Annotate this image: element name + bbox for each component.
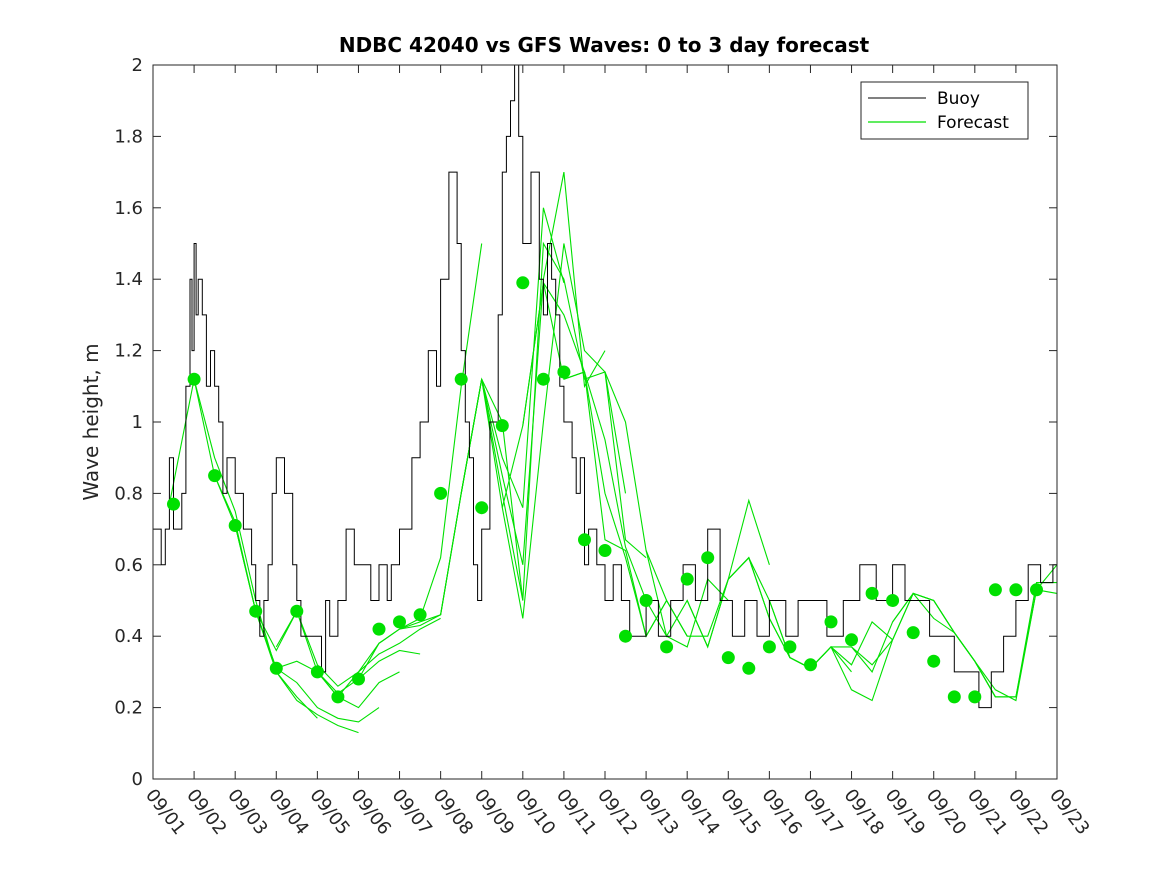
- forecast-point-37: [927, 654, 941, 668]
- y-tick-label-3: 0.6: [114, 555, 143, 576]
- forecast-point-32: [824, 615, 838, 629]
- legend: Buoy Forecast: [860, 81, 1029, 140]
- chart-title: NDBC 42040 vs GFS Waves: 0 to 3 day fore…: [339, 33, 870, 57]
- forecast-point-30: [783, 640, 797, 654]
- forecast-point-2: [208, 469, 222, 483]
- forecast-point-6: [290, 604, 304, 618]
- forecast-point-23: [639, 594, 653, 607]
- buoy-line: [153, 64, 1057, 709]
- forecast-point-16: [495, 419, 509, 433]
- forecast-point-34: [865, 586, 879, 600]
- legend-buoy-label: Buoy: [937, 89, 980, 109]
- forecast-point-38: [947, 690, 961, 704]
- forecast-point-11: [393, 615, 406, 629]
- forecast-point-14: [454, 372, 468, 386]
- forecast-point-29: [762, 640, 776, 654]
- forecast-point-22: [619, 629, 632, 643]
- y-axis-label: Wave height, m: [79, 343, 103, 500]
- forecast-point-24: [660, 640, 674, 654]
- forecast-point-13: [434, 486, 448, 500]
- forecast-point-0: [167, 497, 180, 511]
- forecast-point-4: [249, 604, 263, 618]
- forecast-point-42: [1030, 583, 1043, 597]
- forecast-point-20: [578, 533, 591, 547]
- forecast-point-9: [352, 672, 365, 686]
- forecast-point-31: [804, 658, 817, 672]
- forecast-run-line-10: [460, 241, 627, 601]
- forecast-point-41: [1009, 583, 1023, 597]
- y-tick-label-7: 1.4: [114, 269, 143, 290]
- forecast-point-15: [475, 501, 489, 515]
- y-tick-label-5: 1: [132, 412, 143, 433]
- y-tick-label-6: 1.2: [114, 341, 143, 362]
- forecast-point-26: [701, 551, 715, 565]
- forecast-point-27: [721, 651, 735, 665]
- forecast-point-17: [516, 276, 530, 290]
- forecast-point-40: [988, 583, 1002, 597]
- y-tick-label-10: 2: [132, 55, 143, 76]
- plot-background: [153, 65, 1057, 779]
- forecast-point-3: [228, 519, 242, 532]
- forecast-point-19: [557, 365, 571, 379]
- forecast-point-18: [536, 372, 550, 386]
- forecast-point-35: [886, 594, 900, 607]
- y-tick-label-2: 0.4: [114, 626, 143, 647]
- forecast-run-line-13: [522, 282, 688, 638]
- forecast-point-39: [968, 690, 982, 704]
- plot-area: 00.20.40.60.811.21.41.61.8209/0109/0209/…: [114, 55, 1093, 839]
- forecast-point-21: [598, 544, 612, 557]
- forecast-run-line-11: [481, 243, 647, 619]
- forecast-run-line-15: [604, 371, 770, 637]
- forecast-point-28: [742, 661, 756, 675]
- forecast-point-12: [413, 608, 427, 622]
- forecast-point-7: [310, 665, 324, 679]
- forecast-point-5: [269, 661, 283, 675]
- forecast-point-10: [372, 622, 386, 636]
- y-tick-label-9: 1.8: [114, 126, 143, 147]
- y-tick-label-4: 0.8: [114, 483, 143, 504]
- forecast-run-line-0: [168, 379, 318, 719]
- y-tick-label-0: 0: [132, 769, 143, 790]
- y-tick-label-1: 0.2: [114, 698, 143, 719]
- legend-forecast-label: Forecast: [937, 113, 1009, 133]
- y-tick-label-8: 1.6: [114, 198, 143, 219]
- legend-box: [860, 81, 1029, 140]
- forecast-point-25: [680, 572, 694, 586]
- forecast-run-line-24: [974, 589, 1058, 698]
- forecast-point-33: [845, 633, 858, 647]
- forecast-point-1: [187, 372, 201, 386]
- forecast-point-8: [331, 690, 345, 704]
- forecast-point-36: [906, 626, 920, 640]
